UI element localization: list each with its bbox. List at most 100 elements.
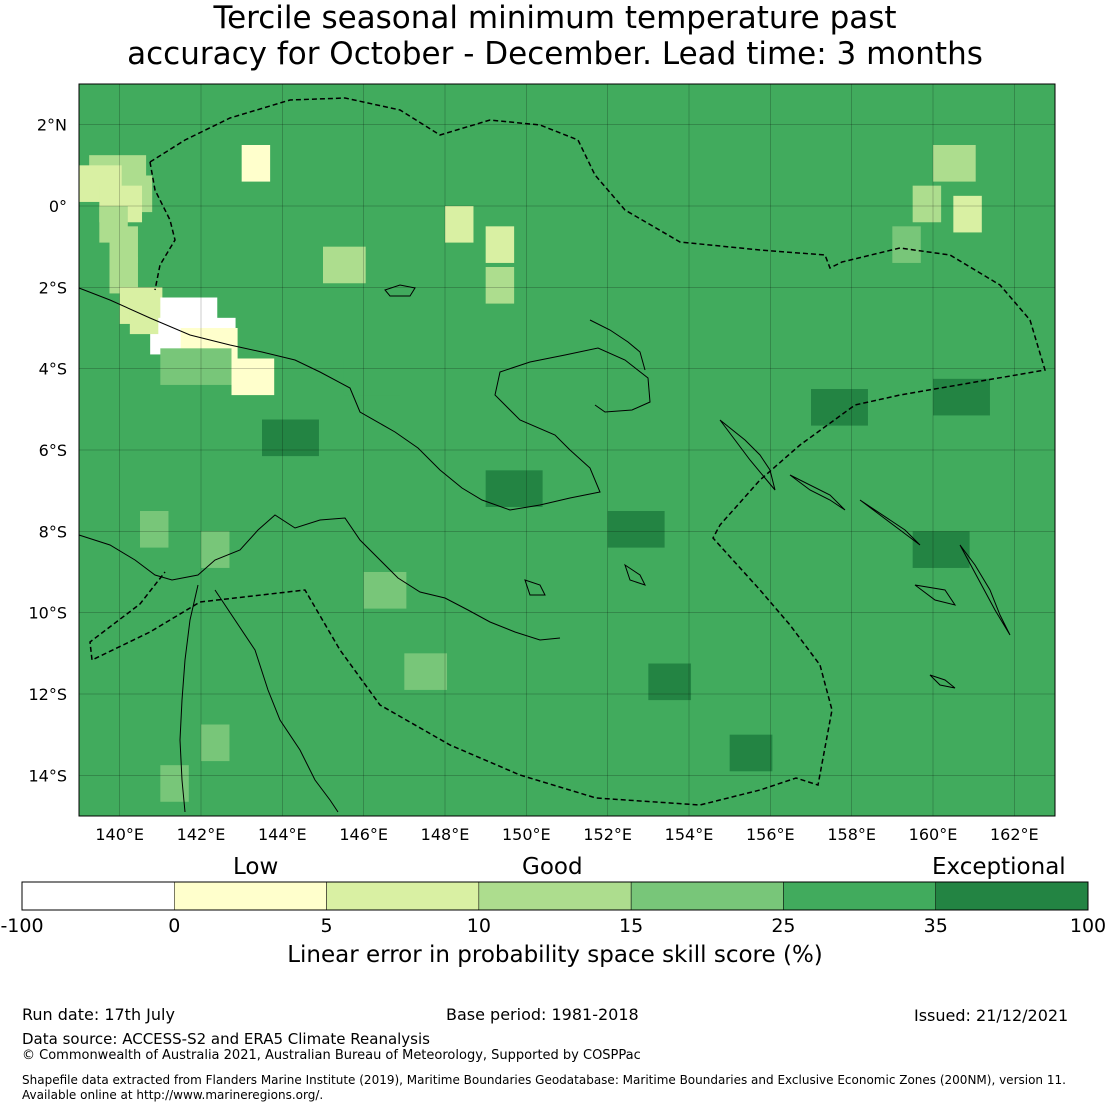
- colorbar-tick-label: 10: [467, 915, 491, 937]
- issued-date: Issued: 21/12/2021: [914, 1006, 1069, 1025]
- grid-cell: [109, 226, 138, 263]
- colorbar-tick-label: 25: [771, 915, 795, 937]
- grid-cell: [912, 531, 970, 568]
- coastlines: [78, 284, 1011, 813]
- grid-cell: [323, 246, 366, 284]
- map-border: [78, 83, 1056, 817]
- colorbar-tick-label: 15: [619, 915, 643, 937]
- grid-cell: [485, 267, 515, 304]
- longitude-tick-label: 144°E: [258, 825, 307, 844]
- grid-cell: [201, 531, 230, 568]
- grid-cell: [140, 511, 169, 548]
- southern-coastline: [78, 514, 561, 641]
- longitude-tick-label: 142°E: [177, 825, 226, 844]
- data-source: Data source: ACCESS-S2 and ERA5 Climate …: [22, 1030, 430, 1048]
- colorbar-swatch: [21, 881, 175, 911]
- island-outline: [624, 563, 646, 586]
- colorbar-swatch: [630, 881, 784, 911]
- chart-title-line-2: accuracy for October - December. Lead ti…: [127, 36, 983, 72]
- latitude-tick-label: 2°N: [37, 116, 67, 135]
- longitude-tick-label: 156°E: [746, 825, 795, 844]
- base-period: Base period: 1981-2018: [446, 1005, 639, 1024]
- island-outline: [789, 474, 846, 511]
- latitude-tick-label: 2°S: [39, 278, 67, 297]
- colorbar-label: Linear error in probability space skill …: [287, 942, 823, 968]
- colorbar: -100 0 5 10 15 25 35 100: [0, 881, 1106, 937]
- island-outline: [929, 674, 956, 689]
- cape-york-west-coast: [179, 584, 199, 813]
- island-outline: [384, 284, 416, 297]
- grid-cell: [404, 653, 448, 690]
- latitude-tick-label: 4°S: [39, 360, 67, 379]
- latitude-tick-label: 14°S: [28, 766, 67, 785]
- malaita-outline: [959, 544, 1011, 636]
- grid-cell: [811, 389, 868, 426]
- grid-cell: [343, 358, 401, 396]
- colorbar-swatch: [174, 881, 327, 911]
- longitude-tick-label: 150°E: [502, 825, 551, 844]
- longitude-tick-label: 140°E: [95, 825, 144, 844]
- colorbar-swatch: [935, 881, 1089, 911]
- colorbar-swatches: [21, 881, 1089, 911]
- island-outline: [859, 499, 921, 546]
- colorbar-tick-label: -100: [0, 915, 43, 937]
- grid-cell: [953, 195, 982, 233]
- longitude-tick-label: 154°E: [665, 825, 714, 844]
- bougainville-outline: [719, 419, 776, 491]
- colorbar-tick-label: 5: [321, 915, 333, 937]
- longitude-tick-label: 148°E: [421, 825, 470, 844]
- longitude-tick-label: 162°E: [990, 825, 1039, 844]
- latitude-tick-label: 10°S: [28, 604, 67, 623]
- colorbar-tick-label: 100: [1070, 915, 1106, 937]
- longitude-tick-label: 158°E: [827, 825, 876, 844]
- colorbar-border: [21, 881, 1089, 911]
- shapefile-credit-line-2: Available online at http://www.marinereg…: [22, 1088, 324, 1102]
- grid-cell: [912, 185, 942, 223]
- cape-york-east-coast: [214, 589, 339, 813]
- colorbar-swatch: [783, 881, 936, 911]
- colorbar-tick-label: 35: [924, 915, 948, 937]
- longitude-tick-label: 152°E: [583, 825, 632, 844]
- map-gridlines: [79, 84, 1055, 816]
- latitude-tick-label: 12°S: [28, 685, 67, 704]
- latitude-tick-label: 0°: [49, 197, 67, 216]
- chart-title-line-1: Tercile seasonal minimum temperature pas…: [213, 0, 897, 36]
- grid-cell: [485, 226, 515, 263]
- legend-category-low: Low: [233, 854, 279, 880]
- longitude-tick-label: 146°E: [339, 825, 388, 844]
- eez-west-segment: [149, 161, 176, 291]
- map-grid-cells: [79, 145, 990, 802]
- shapefile-credit-line-1: Shapefile data extracted from Flanders M…: [22, 1073, 1066, 1087]
- grid-cell: [648, 663, 692, 701]
- latitude-tick-label: 8°S: [39, 522, 67, 541]
- skill-score-grid-map: [78, 83, 1056, 817]
- grid-cell: [363, 572, 407, 609]
- grid-cell: [231, 358, 275, 396]
- island-outline: [524, 579, 546, 596]
- grid-cell: [262, 419, 319, 457]
- grid-cell: [160, 765, 189, 802]
- new-guinea-coastline: [78, 287, 651, 511]
- new-britain-coastline: [589, 319, 646, 371]
- legend-category-good: Good: [522, 854, 583, 880]
- latitude-tick-label: 6°S: [39, 441, 67, 460]
- grid-cell: [485, 470, 543, 507]
- grid-cell: [160, 348, 232, 385]
- grid-cell: [201, 724, 230, 762]
- grid-cell: [933, 145, 976, 182]
- grid-cell: [729, 734, 773, 772]
- colorbar-swatch: [326, 881, 480, 911]
- colorbar-swatch: [478, 881, 632, 911]
- grid-cell: [607, 511, 665, 548]
- grid-cell: [892, 226, 921, 263]
- latitude-ticks: 2°N 0° 2°S 4°S 6°S 8°S 10°S 12°S 14°S: [28, 116, 67, 786]
- longitude-tick-label: 160°E: [909, 825, 958, 844]
- colorbar-tick-labels: -100 0 5 10 15 25 35 100: [0, 915, 1106, 937]
- eez-boundaries: [89, 97, 1046, 806]
- longitude-ticks: 140°E 142°E 144°E 146°E 148°E 150°E 152°E 154°E…: [95, 825, 1038, 844]
- legend-category-exceptional: Exceptional: [932, 854, 1066, 880]
- grid-cell: [241, 145, 271, 182]
- colorbar-tick-label: 0: [168, 915, 180, 937]
- guadalcanal-outline: [914, 584, 957, 606]
